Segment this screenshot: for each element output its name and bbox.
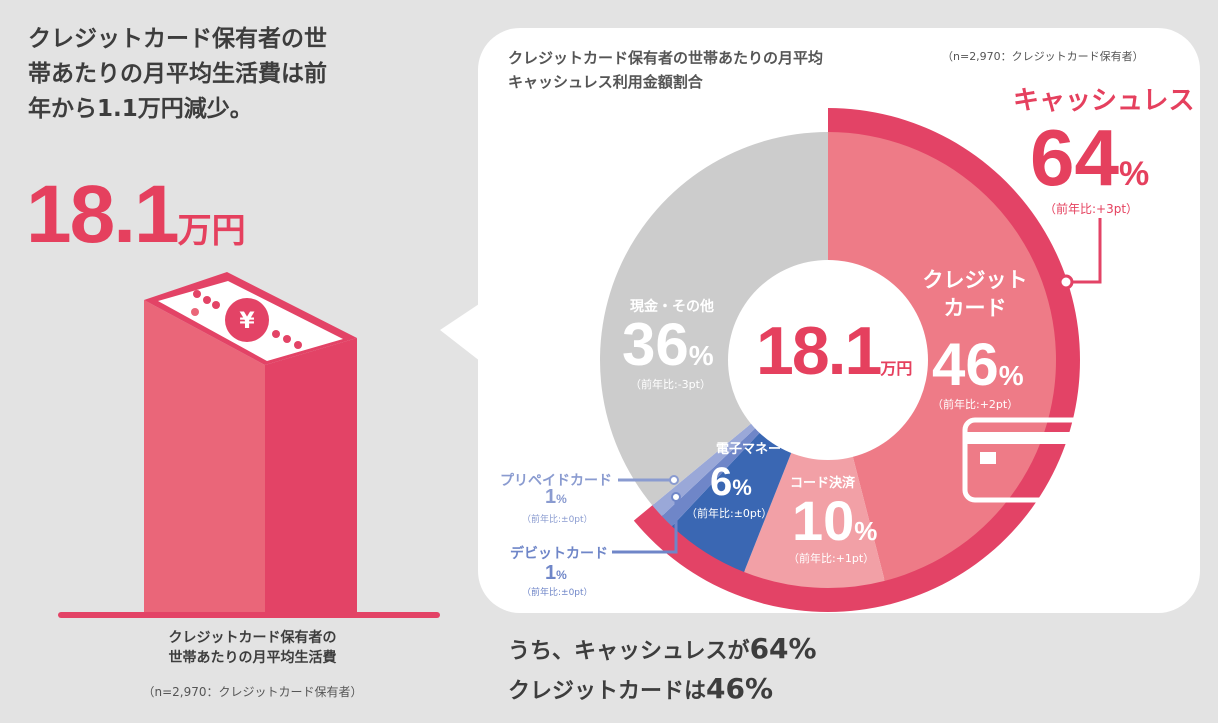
prepaid-leader-dot <box>669 475 679 485</box>
prepaid-value: 1% <box>545 486 567 509</box>
emoney-change: （前年比:±0pt） <box>686 507 773 520</box>
banknote-dots <box>191 290 302 349</box>
left-caption-line1: クレジットカード保有者の <box>168 630 337 646</box>
debit-leader-line <box>612 500 678 554</box>
speech-pointer <box>440 300 485 365</box>
center-total-unit: 万円 <box>880 361 913 378</box>
prepaid-percent: % <box>556 492 567 506</box>
debit-label: デビットカード <box>510 546 608 562</box>
pie-slice-1 <box>744 360 885 588</box>
credit-label: クレジットカード <box>922 268 1028 320</box>
credit-value: 46% <box>932 330 1024 399</box>
cash-number: 36 <box>622 311 689 378</box>
left-sample-note: （n=2,970：クレジットカード保有者） <box>142 685 363 699</box>
money-tower-illustration: ¥ <box>58 272 440 618</box>
cashless-change: （前年比:+3pt） <box>1044 202 1139 216</box>
cashless-leader-dot <box>1058 274 1074 290</box>
emoney-percent: % <box>732 475 752 500</box>
total-living-cost: 18.1万円 <box>26 168 246 262</box>
total-unit: 万円 <box>177 212 246 250</box>
pie-slice-0 <box>828 132 1057 581</box>
emoney-label: 電子マネー <box>716 442 782 457</box>
code-label: コード決済 <box>790 476 856 491</box>
emoney-value: 6% <box>710 460 752 505</box>
svg-text:¥: ¥ <box>239 309 255 334</box>
credit-number: 46 <box>932 331 999 398</box>
prepaid-number: 1 <box>545 486 557 508</box>
credit-card-chip <box>980 452 996 464</box>
cash-value: 36% <box>622 310 714 379</box>
emoney-number: 6 <box>710 460 733 504</box>
tower-right-face <box>265 338 357 612</box>
credit-change: （前年比:+2pt） <box>932 398 1019 411</box>
cashless-number: 64 <box>1030 113 1119 202</box>
debit-percent: % <box>556 568 567 582</box>
summary-line-1: うち、キャッシュレスが64% <box>508 632 817 665</box>
prepaid-change: （前年比:±0pt） <box>522 515 593 525</box>
tower-left-face <box>144 300 265 612</box>
cash-label: 現金・その他 <box>630 299 714 315</box>
chart-title: クレジットカード保有者の世帯あたりの月平均キャッシュレス利用金額割合 <box>508 49 824 91</box>
chart-sample-note: （n=2,970：クレジットカード保有者） <box>942 50 1144 63</box>
prepaid-label: プリペイドカード <box>500 473 612 489</box>
cash-change: （前年比:-3pt） <box>630 378 711 391</box>
code-number: 10 <box>792 489 855 552</box>
summary-line-2: クレジットカードは46% <box>508 672 773 705</box>
total-value: 18.1 <box>26 169 180 260</box>
yen-coin-icon <box>225 298 269 342</box>
debit-leader-dot <box>671 492 681 502</box>
cashless-value: 64% <box>1030 112 1149 204</box>
baseline <box>58 612 440 618</box>
cashless-percent: % <box>1118 155 1150 193</box>
cash-percent: % <box>688 340 714 371</box>
debit-value: 1% <box>545 562 567 585</box>
cashless-label: キャッシュレス <box>1013 86 1195 116</box>
debit-change: （前年比:±0pt） <box>522 588 593 598</box>
summary-line-1-text: うち、キャッシュレスが <box>508 639 750 664</box>
credit-card-stripe <box>965 432 1090 444</box>
summary-line-2-text: クレジットカードは <box>508 679 707 704</box>
code-value: 10% <box>792 488 877 553</box>
center-total-value: 18.1 <box>756 313 882 389</box>
donut-hole <box>728 260 928 460</box>
pie-slice-5 <box>599 132 828 506</box>
credit-percent: % <box>998 360 1024 391</box>
left-caption: クレジットカード保有者の 世帯あたりの月平均生活費 <box>120 628 385 668</box>
summary-line-1-value: 64% <box>749 632 817 665</box>
cashless-leader-line <box>1068 218 1102 284</box>
code-change: （前年比:+1pt） <box>788 552 875 565</box>
credit-card-logo <box>1053 472 1081 490</box>
credit-card-icon <box>962 417 1093 503</box>
summary-line-2-value: 46% <box>706 672 774 705</box>
code-percent: % <box>854 516 878 546</box>
cashless-ring <box>633 108 1080 612</box>
left-caption-line2: 世帯あたりの月平均生活費 <box>168 650 337 666</box>
headline: クレジットカード保有者の世帯あたりの月平均生活費は前年から1.1万円減少。 <box>28 26 327 122</box>
center-total: 18.1万円 <box>756 312 912 390</box>
debit-number: 1 <box>545 562 557 584</box>
